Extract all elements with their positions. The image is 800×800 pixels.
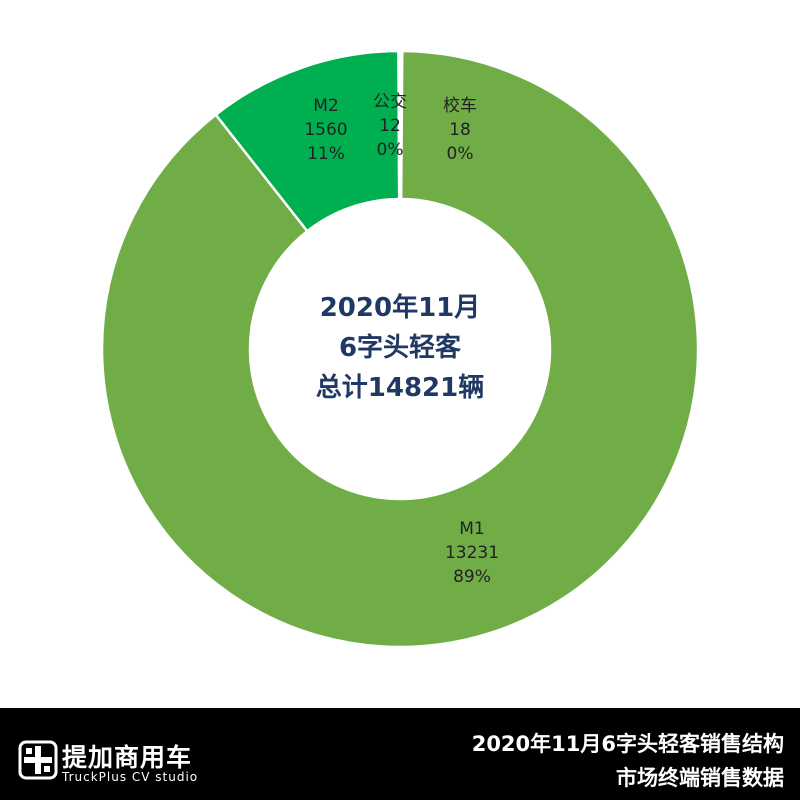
center-label: 2020年11月 6字头轻客 总计14821辆 [200,288,600,408]
brand-name-cn: 提加商用车 [62,743,193,772]
center-line-2: 6字头轻客 [338,333,462,363]
slice-label-bus-percent: 0% [376,140,404,160]
donut-chart-svg [100,49,700,649]
slice-label-bus-value: 12 [379,116,401,136]
center-line-3: 总计14821辆 [315,373,485,403]
slice-label-school-bus-name: 校车 [443,96,477,116]
slice-label-bus-name: 公交 [373,92,407,112]
slice-label-school-bus: 校车 18 0% [400,94,520,166]
slice-label-m2-value: 1560 [304,120,348,140]
slice-label-bus: 公交 12 0% [330,90,450,162]
donut-slice-3 [397,49,402,201]
slice-label-m2-percent: 11% [307,144,345,164]
footer-bar: 提加商用车 TruckPlus CV studio 2020年11月6字头轻客销… [0,708,800,800]
slice-label-m1-percent: 89% [453,567,491,587]
footer-subtitle: 市场终端销售数据 [616,766,784,790]
slice-label-m1-name: M1 [459,519,485,539]
brand-name-en: TruckPlus CV studio [62,770,199,784]
slice-label-school-bus-value: 18 [449,120,471,140]
center-line-1: 2020年11月 [319,293,481,323]
slice-label-m2-name: M2 [313,96,339,116]
donut-slice-1 [100,49,700,649]
slice-label-m1: M1 13231 89% [412,517,532,589]
slice-label-m1-value: 13231 [444,543,500,563]
slice-label-school-bus-percent: 0% [446,144,474,164]
footer-title: 2020年11月6字头轻客销售结构 [471,732,784,756]
truckplus-logo-icon [18,740,58,780]
donut-chart: 2020年11月 6字头轻客 总计14821辆 M2 1560 11% 公交 1… [100,49,700,649]
slice-label-m2: M2 1560 11% [266,94,386,166]
